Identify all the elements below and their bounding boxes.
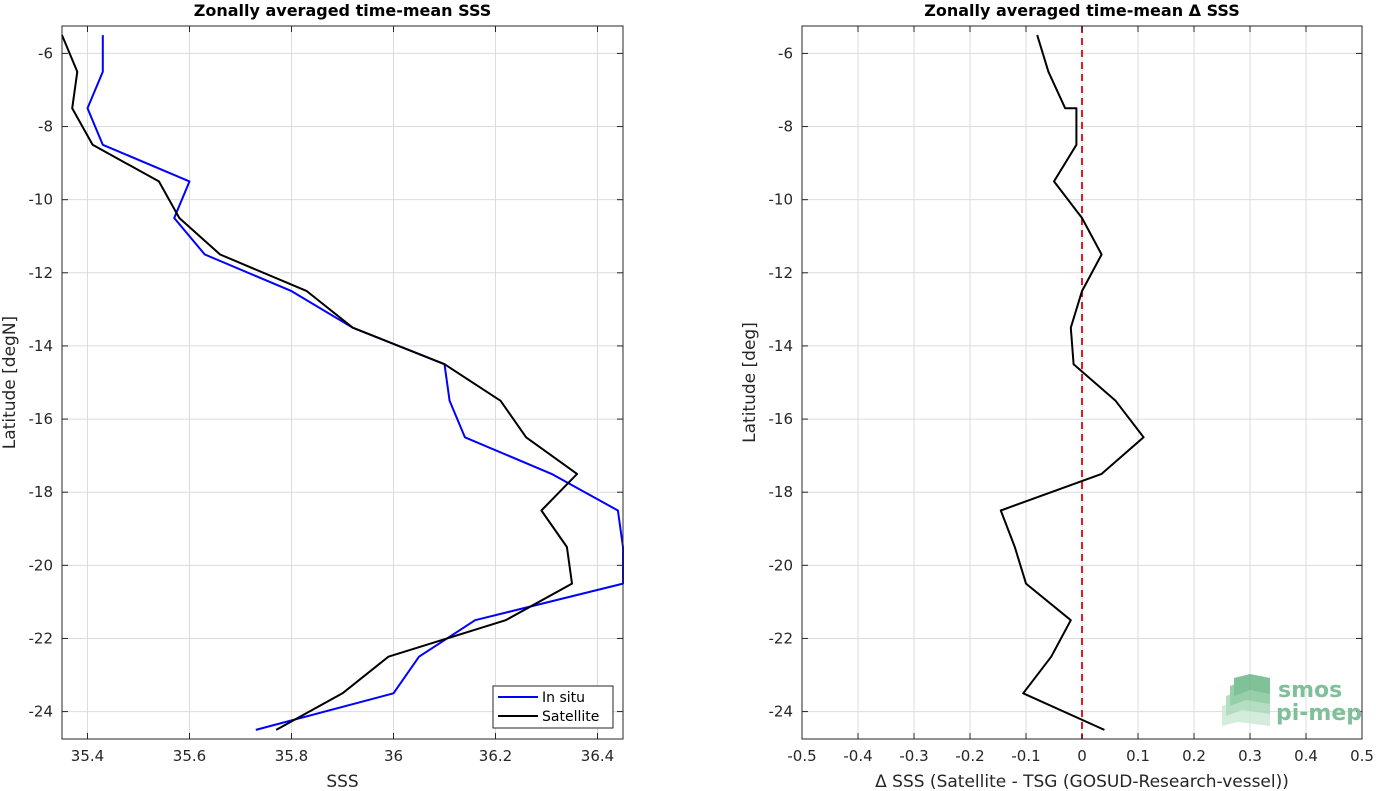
logo-layers-icon	[1222, 674, 1270, 726]
legend-box	[492, 685, 614, 729]
legend-label-in-situ: In situ	[542, 690, 585, 706]
sss-panel: 35.4 35.6 35.8 36 36.2 36.4 -6 -8 -10 -12 -14 -16 -1…	[0, 1, 624, 791]
y-tick-label: -18	[769, 483, 794, 501]
x-tick-label: -0.2	[955, 747, 984, 765]
x-tick-label: -0.5	[787, 747, 816, 765]
x-tick-label: -0.3	[899, 747, 928, 765]
y-tick-label: -8	[38, 118, 53, 136]
x-tick-label: 36	[384, 747, 403, 765]
y-tick-label: -14	[29, 337, 54, 355]
smos-pi-mep-logo: smos pi-mep	[1222, 674, 1362, 726]
x-tick-label: 0.3	[1238, 747, 1262, 765]
grid	[62, 26, 623, 739]
chart-title: Zonally averaged time-mean Δ SSS	[924, 1, 1240, 20]
y-tick-label: -12	[29, 264, 54, 282]
series-line-delta-sss	[999, 34, 1145, 731]
y-tick-label: -16	[769, 410, 794, 428]
y-tick-label: -16	[29, 410, 54, 428]
y-tick-label: -14	[769, 337, 794, 355]
y-tick-label: -20	[29, 556, 54, 574]
y-tick-label: -6	[778, 44, 793, 62]
x-tick-label: 35.6	[173, 747, 206, 765]
y-tick-label: -6	[38, 44, 53, 62]
x-tick-label: 0.4	[1294, 747, 1318, 765]
plot-area	[62, 26, 623, 739]
series-group	[61, 34, 624, 731]
legend: In situ Satellite	[492, 685, 614, 729]
series-line-in-situ	[86, 35, 624, 731]
x-tick-label: 36.2	[479, 747, 512, 765]
y-tick-label: -24	[29, 703, 54, 721]
plot-frame	[61, 25, 624, 740]
y-tick-label: -24	[769, 703, 794, 721]
x-tick-label: 0	[1077, 747, 1087, 765]
x-tick-label: 36.4	[581, 747, 614, 765]
logo-text-pi-mep: pi-mep	[1276, 701, 1362, 726]
x-tick-label: 0.1	[1126, 747, 1150, 765]
y-tick-label: -22	[769, 629, 794, 647]
x-axis-label: Δ SSS (Satellite - TSG (GOSUD-Research-v…	[875, 772, 1289, 791]
ticks: -0.5 -0.4 -0.3 -0.2 -0.1 0 0.1 0.2 0.3 0.4 0.5 -6 -8…	[769, 26, 1374, 765]
delta-sss-panel: -0.5 -0.4 -0.3 -0.2 -0.1 0 0.1 0.2 0.3 0.4 0.5 -6 -8…	[740, 1, 1374, 791]
chart-title: Zonally averaged time-mean SSS	[194, 1, 492, 20]
x-tick-label: 35.4	[71, 747, 104, 765]
y-tick-label: -10	[29, 191, 54, 209]
y-tick-label: -18	[29, 483, 54, 501]
y-tick-label: -20	[769, 556, 794, 574]
x-tick-label: -0.1	[1011, 747, 1040, 765]
legend-label-satellite: Satellite	[542, 709, 599, 725]
x-tick-label: 0.5	[1350, 747, 1374, 765]
series-group	[999, 34, 1145, 731]
x-axis-label: SSS	[326, 772, 358, 791]
x-tick-label: 35.8	[275, 747, 308, 765]
x-tick-label: -0.4	[843, 747, 872, 765]
y-axis-label: Latitude [degN]	[0, 316, 20, 449]
y-tick-label: -10	[769, 191, 794, 209]
logo-text-smos: smos	[1278, 678, 1342, 703]
x-tick-label: 0.2	[1182, 747, 1206, 765]
y-axis-label: Latitude [deg]	[740, 322, 760, 443]
y-tick-label: -8	[778, 118, 793, 136]
ticks: 35.4 35.6 35.8 36 36.2 36.4 -6 -8 -10 -12 -14 -16 -1…	[29, 26, 623, 765]
y-tick-label: -22	[29, 629, 54, 647]
y-tick-label: -12	[769, 264, 794, 282]
series-line-satellite	[61, 34, 579, 731]
